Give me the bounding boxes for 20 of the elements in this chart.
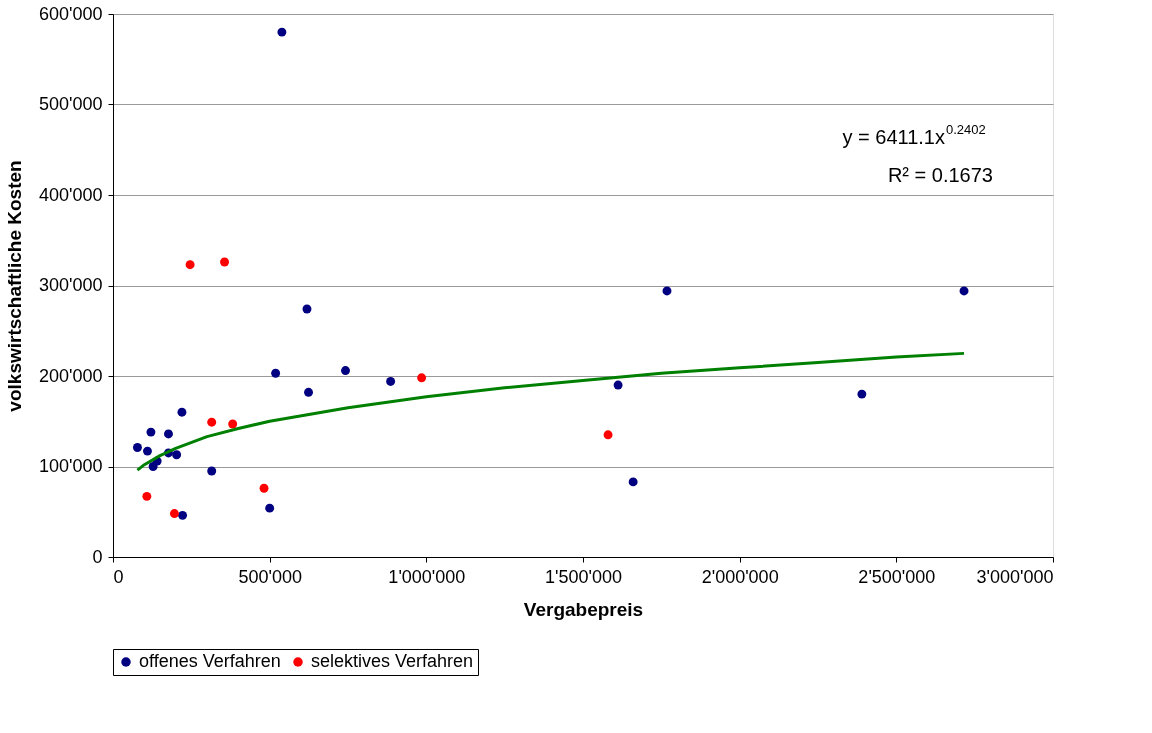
- y-tick-label: 100'000: [38, 456, 103, 476]
- legend-label: selektives Verfahren: [311, 651, 474, 671]
- y-tick-label: 400'000: [38, 184, 103, 205]
- x-tick-label: 2'000'000: [701, 566, 779, 587]
- x-tick-label: 3'000'000: [976, 566, 1054, 587]
- y-tick-label: 300'000: [38, 275, 103, 295]
- y-tick-label: 600'000: [38, 3, 103, 24]
- x-tick-label: 1'500'000: [545, 566, 622, 587]
- y-tick-label: 200'000: [38, 365, 103, 386]
- y-tick-label: 0: [92, 546, 103, 567]
- legend-label: offenes Verfahren: [139, 651, 281, 671]
- x-axis-title: Vergabepreis: [523, 598, 644, 620]
- x-tick-label: 0: [113, 566, 124, 587]
- x-tick-label: 1'000'000: [388, 566, 466, 587]
- x-tick-label: 2'500'000: [858, 566, 936, 587]
- y-tick-label: 500'000: [38, 94, 103, 114]
- line-series: [135, 351, 966, 472]
- y-axis-title: volkswirtschaftliche Kosten: [4, 160, 25, 412]
- annotation: R² = 0.1673: [887, 164, 993, 186]
- x-tick-label: 500'000: [238, 566, 302, 587]
